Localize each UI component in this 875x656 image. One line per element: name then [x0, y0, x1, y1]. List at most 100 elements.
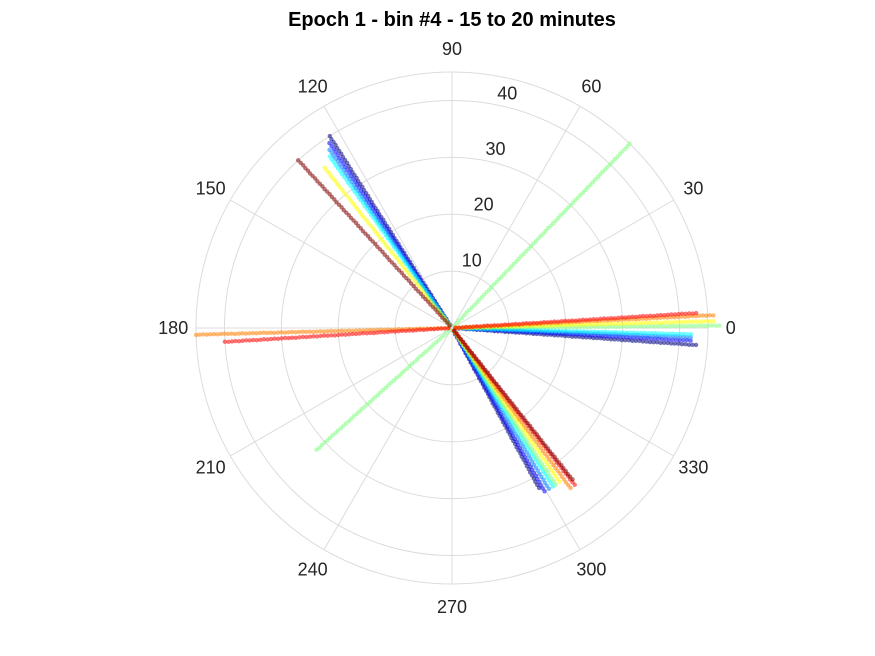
- data-point: [268, 330, 273, 335]
- data-point: [225, 331, 231, 337]
- data-point: [357, 328, 362, 333]
- series-9: [295, 158, 575, 482]
- theta-tick-label-300: 300: [576, 559, 606, 579]
- data-point: [697, 313, 702, 319]
- data-point: [644, 313, 649, 319]
- data-point: [624, 330, 629, 336]
- data-point: [623, 321, 628, 326]
- data-point: [588, 329, 594, 334]
- data-point: [665, 312, 671, 317]
- data-point: [513, 321, 518, 327]
- data-layer: [193, 133, 722, 494]
- data-point: [559, 319, 564, 324]
- data-point: [222, 339, 228, 344]
- data-point: [651, 320, 656, 326]
- data-point: [304, 329, 309, 335]
- data-point: [385, 329, 391, 335]
- data-point: [275, 330, 281, 335]
- data-point: [690, 319, 695, 324]
- data-point: [683, 342, 688, 347]
- data-point: [697, 319, 702, 324]
- data-point: [350, 331, 355, 337]
- data-point: [233, 338, 238, 344]
- data-point: [556, 328, 562, 334]
- data-point: [681, 331, 686, 337]
- data-point: [247, 331, 252, 336]
- data-point: [663, 336, 668, 342]
- data-point: [279, 330, 284, 335]
- data-point: [542, 328, 547, 333]
- data-point: [555, 319, 561, 324]
- data-point: [200, 332, 206, 337]
- data-point: [637, 320, 642, 326]
- data-point: [669, 341, 674, 346]
- data-point: [442, 326, 448, 331]
- data-point: [570, 318, 575, 323]
- data-point: [282, 330, 288, 335]
- data-point: [665, 320, 670, 325]
- data-point: [676, 311, 681, 317]
- data-point: [432, 327, 437, 332]
- data-point: [502, 322, 508, 327]
- data-point: [688, 338, 693, 343]
- data-point: [240, 331, 245, 336]
- data-point: [261, 337, 267, 342]
- data-point: [692, 323, 697, 329]
- theta-tick-label-330: 330: [678, 457, 708, 477]
- data-point: [595, 329, 601, 335]
- data-point: [254, 337, 260, 343]
- data-point: [661, 320, 667, 325]
- data-point: [353, 331, 359, 337]
- data-point: [655, 313, 660, 318]
- data-point: [542, 489, 547, 494]
- data-point: [630, 314, 635, 319]
- data-point: [693, 310, 699, 316]
- data-point: [286, 330, 291, 335]
- series-8-ray-1: [453, 310, 699, 331]
- data-point: [492, 323, 497, 328]
- data-point: [647, 339, 653, 345]
- data-point: [667, 323, 672, 329]
- data-point: [251, 337, 256, 343]
- data-point: [314, 329, 320, 334]
- data-point: [670, 337, 675, 342]
- data-point: [325, 333, 330, 338]
- data-point: [307, 334, 313, 339]
- data-point: [346, 328, 352, 333]
- data-point: [577, 318, 582, 323]
- data-point: [672, 319, 677, 325]
- data-point: [304, 334, 309, 340]
- data-point: [685, 323, 690, 329]
- data-point: [654, 320, 660, 325]
- data-point: [704, 313, 709, 318]
- data-point: [635, 330, 640, 336]
- data-point: [279, 336, 284, 341]
- data-point: [336, 328, 341, 334]
- data-point: [275, 336, 281, 341]
- data-point: [488, 323, 494, 328]
- data-point: [662, 340, 667, 346]
- data-point: [485, 323, 490, 328]
- data-point: [674, 331, 679, 337]
- data-point: [546, 486, 552, 491]
- data-point: [364, 331, 370, 336]
- data-point: [321, 329, 327, 334]
- data-point: [293, 335, 299, 340]
- data-point: [578, 329, 583, 334]
- data-point: [717, 323, 722, 328]
- data-point: [218, 331, 224, 337]
- data-point: [336, 332, 341, 338]
- data-point: [700, 319, 706, 324]
- data-point: [633, 320, 639, 326]
- data-point: [683, 311, 688, 317]
- data-point: [658, 340, 663, 345]
- series-6-ray-1: [322, 165, 453, 328]
- series-5-ray-4: [314, 328, 452, 452]
- data-point: [258, 337, 263, 342]
- data-point: [531, 320, 536, 326]
- data-point: [357, 331, 362, 336]
- theta-tick-label-60: 60: [581, 77, 601, 97]
- data-point: [232, 331, 238, 337]
- data-point: [584, 317, 589, 323]
- data-point: [236, 338, 242, 344]
